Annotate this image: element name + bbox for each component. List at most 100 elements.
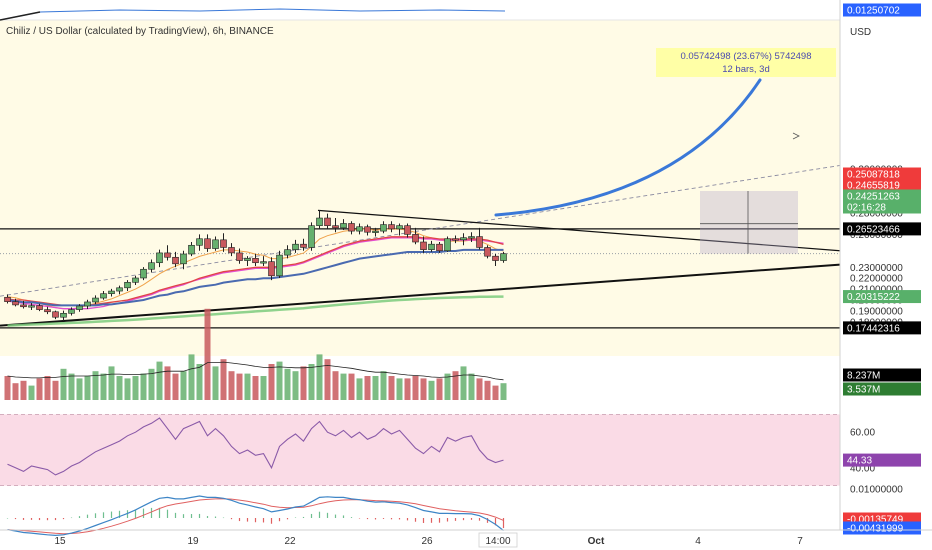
macd-histogram-bar [478, 518, 481, 521]
candle-body [92, 297, 99, 303]
rsi-line [7, 417, 504, 476]
candle-body [364, 226, 371, 233]
volume-bar [44, 376, 51, 400]
candle-body [228, 247, 235, 254]
volume-bar [372, 376, 379, 400]
volume-bar [268, 364, 275, 400]
candle-body [276, 254, 283, 277]
time-tick-label: 26 [421, 536, 433, 547]
volume-bar [172, 373, 179, 400]
macd-histogram-bar [198, 513, 201, 518]
volume-bar [228, 371, 235, 400]
candle-body [84, 301, 91, 307]
volume-bar [388, 376, 395, 400]
candle-body [308, 225, 315, 248]
volume-bar [212, 366, 219, 400]
price-label-ma: 0.24655819 [847, 181, 900, 192]
candle-body [60, 312, 67, 318]
price-label-top-bg [843, 3, 921, 17]
macd-histogram-bar [214, 516, 217, 518]
macd-histogram-bar [78, 516, 81, 518]
macd-histogram-bar [494, 518, 497, 526]
time-tick-label: 22 [284, 536, 296, 547]
price-label-ma-long-bg [843, 290, 921, 304]
price-label-countdown: 02:16:28 [847, 203, 886, 214]
volume-bar [236, 373, 243, 400]
candle-body [172, 256, 179, 265]
macd-histogram-bar [278, 518, 281, 522]
projection-curve [494, 78, 762, 217]
price-tick-label: 0.26000000 [850, 230, 903, 241]
top-indicator-line [0, 8, 506, 21]
macd-tick-label: 0.01000000 [850, 485, 903, 496]
candle-body [460, 237, 467, 241]
chart-title: Chiliz / US Dollar (calculated by Tradin… [6, 26, 274, 37]
macd-histogram-bar [158, 507, 161, 518]
volume-bar [124, 378, 131, 400]
macd-histogram-bar [422, 518, 425, 523]
candle-body [188, 244, 195, 255]
moving-average-ma_mid [7, 237, 504, 310]
volume-bar [180, 371, 187, 400]
moving-average-ma_long [7, 295, 504, 327]
volume-bar [116, 376, 123, 400]
macd-histogram-bar [374, 518, 377, 520]
volume-bar [292, 371, 299, 400]
volume-bar [4, 376, 11, 400]
trendline-descending [317, 209, 841, 252]
volume-bar [148, 368, 155, 400]
macd-histogram-bar [126, 510, 129, 518]
candle-body [356, 226, 363, 232]
price-tick-label: 0.23000000 [850, 263, 903, 274]
candle-body [180, 253, 187, 265]
volume-bar [204, 308, 211, 400]
volume-bar [300, 366, 307, 400]
candle-body [324, 217, 331, 226]
level-label-upper: 0.26523466 [847, 224, 900, 235]
time-tick-label: 15 [54, 536, 66, 547]
macd-histogram-bar [134, 509, 137, 518]
candle-body [20, 304, 27, 308]
macd-histogram-bar [14, 518, 17, 520]
candle-body [236, 252, 243, 261]
candle-body [404, 225, 411, 235]
volume-bar [348, 373, 355, 400]
macd-histogram-bar [246, 518, 249, 522]
candle-body [396, 225, 403, 230]
candle-body [204, 238, 211, 249]
volume-label-secondary-bg [843, 382, 921, 396]
macd-histogram-bar [382, 518, 385, 519]
time-tick-current-bg [478, 532, 518, 548]
volume-bar [428, 380, 435, 400]
volume-bar [108, 366, 115, 400]
rsi-current-label-bg [843, 453, 921, 467]
volume-bar [36, 378, 43, 400]
macd-histogram-bar [342, 515, 345, 518]
candle-body [68, 309, 75, 314]
candle-body [108, 290, 115, 294]
macd-line [7, 495, 504, 537]
macd-histogram-bar [102, 512, 105, 518]
macd-histogram-bar [142, 508, 145, 518]
macd-histogram-bar [182, 514, 185, 518]
volume-bar [220, 359, 227, 400]
volume-bar [340, 373, 347, 400]
volume-ma-line [7, 361, 504, 381]
volume-bar [20, 380, 27, 400]
volume-bar [52, 380, 59, 400]
candle-body [476, 236, 483, 248]
macd-histogram-bar [406, 518, 409, 521]
candle-body [444, 238, 451, 252]
macd-signal-line [7, 498, 504, 535]
macd-histogram-bar [438, 518, 441, 523]
candle-body [212, 239, 219, 249]
macd-histogram-bar [110, 511, 113, 518]
measure-label-line1: 0.05742498 (23.67%) 5742498 [680, 51, 811, 62]
volume-bar [140, 373, 147, 400]
macd-histogram-bar [22, 518, 25, 520]
macd-histogram-bar [166, 509, 169, 518]
macd-histogram-bar [62, 518, 65, 520]
candle-body [52, 311, 59, 318]
